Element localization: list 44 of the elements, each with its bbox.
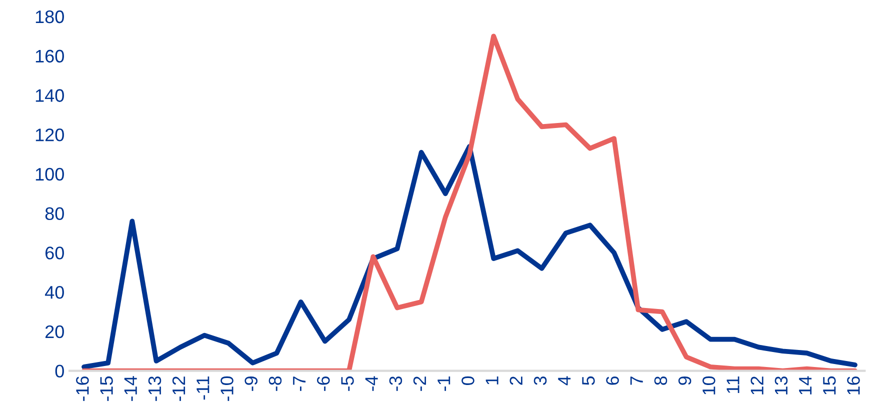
x-tick-label: 1 (486, 376, 498, 384)
y-tick-label: 140 (36, 89, 64, 102)
x-tick-label: 5 (582, 376, 595, 385)
x-tick-label: -11 (196, 376, 210, 400)
x-tick-label: 2 (510, 376, 522, 385)
x-tick-label: 11 (726, 376, 740, 394)
x-tick-label: -10 (220, 376, 234, 401)
y-tick-label: 80 (45, 207, 64, 220)
x-tick-label: 4 (558, 376, 571, 386)
x-tick-label: -6 (316, 376, 330, 391)
x-tick-label: -1 (438, 376, 450, 391)
x-tick-label: 13 (774, 376, 788, 394)
x-tick-label: -15 (100, 376, 113, 401)
y-tick-label: 120 (36, 128, 64, 142)
x-tick-label: -8 (268, 376, 282, 391)
x-tick-label: -7 (293, 376, 306, 391)
x-tick-label: 14 (799, 376, 812, 394)
y-tick-label: 100 (36, 168, 64, 181)
x-tick-label: -3 (389, 376, 402, 391)
x-tick-label: -12 (172, 376, 186, 401)
x-tick-label: -16 (76, 376, 89, 401)
y-tick-label: 180 (36, 10, 64, 24)
x-tick-label: 8 (654, 376, 668, 385)
x-tick-label: 10 (702, 376, 716, 394)
x-tick-label: 7 (630, 376, 643, 385)
x-tick-label: 15 (823, 376, 836, 394)
x-tick-label: 12 (750, 376, 764, 394)
x-tick-label: 16 (847, 376, 860, 394)
x-tick-label: -13 (148, 376, 162, 401)
y-tick-label: 40 (44, 286, 64, 299)
x-tick-label: 3 (534, 376, 547, 386)
x-tick-label: -2 (413, 376, 426, 391)
x-tick-label: 9 (678, 376, 692, 385)
x-tick-label: 6 (606, 376, 619, 385)
line-series (82, 144, 858, 370)
x-tick-label: -5 (341, 376, 354, 391)
x-tick-label: 0 (462, 376, 474, 385)
y-tick-label: 60 (45, 246, 64, 260)
x-tick-label: -14 (124, 376, 137, 401)
line-series (82, 34, 858, 371)
y-tick-label: 160 (36, 50, 64, 63)
y-tick-label: 20 (45, 325, 64, 338)
x-tick-label: -9 (244, 376, 258, 391)
x-tick-label: -4 (365, 376, 378, 391)
